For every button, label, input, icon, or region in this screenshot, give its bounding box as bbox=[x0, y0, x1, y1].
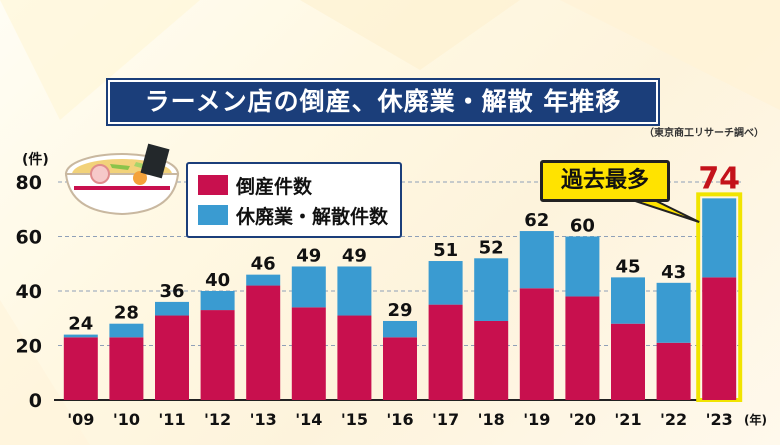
bar-bankruptcy bbox=[63, 337, 98, 400]
total-label: 49 bbox=[342, 245, 367, 266]
total-label: 24 bbox=[68, 314, 93, 335]
bar-bankruptcy bbox=[155, 315, 189, 400]
legend-label-bankruptcy: 倒産件数 bbox=[236, 175, 313, 198]
bar-bankruptcy bbox=[428, 304, 463, 400]
total-label: 60 bbox=[570, 216, 595, 237]
y-tick-label: 80 bbox=[16, 172, 42, 194]
x-tick-label: '23 bbox=[706, 410, 733, 429]
record-high-callout: 過去最多 bbox=[540, 160, 670, 202]
bar-bankruptcy bbox=[702, 277, 737, 400]
y-tick-label: 0 bbox=[29, 390, 42, 412]
bar-closure bbox=[474, 258, 509, 321]
ramen-bowl-icon bbox=[64, 143, 180, 216]
x-tick-label: '21 bbox=[614, 410, 641, 429]
total-label: 28 bbox=[114, 303, 139, 324]
bar-bankruptcy bbox=[383, 337, 417, 400]
legend-item-bankruptcy: 倒産件数 bbox=[198, 172, 312, 198]
chart-title: ラーメン店の倒産、休廃業・解散 年推移 bbox=[108, 80, 658, 124]
legend-swatch-bankruptcy bbox=[198, 175, 228, 195]
legend-swatch-closure bbox=[198, 205, 228, 225]
total-label: 36 bbox=[159, 281, 184, 302]
x-tick-label: '19 bbox=[523, 410, 550, 429]
bar-closure bbox=[109, 323, 144, 338]
x-tick-label: '14 bbox=[295, 410, 322, 429]
bar-bankruptcy bbox=[656, 342, 691, 400]
bar-bankruptcy bbox=[291, 307, 326, 400]
total-label: 52 bbox=[479, 237, 504, 258]
bar-closure bbox=[155, 301, 189, 316]
bar-bankruptcy bbox=[246, 285, 281, 400]
bar-bankruptcy bbox=[109, 337, 144, 400]
x-tick-label: '16 bbox=[386, 410, 413, 429]
total-label: 74 bbox=[698, 161, 740, 196]
x-tick-label: '15 bbox=[341, 410, 368, 429]
y-tick-label: 40 bbox=[16, 281, 42, 303]
total-label: 51 bbox=[433, 240, 458, 261]
x-axis-unit: (年) bbox=[744, 412, 767, 427]
bar-closure bbox=[63, 334, 98, 338]
x-tick-label: '12 bbox=[204, 410, 231, 429]
bar-closure bbox=[337, 266, 372, 316]
bar-closure bbox=[702, 198, 737, 278]
total-label: 40 bbox=[205, 270, 230, 291]
bar-bankruptcy bbox=[337, 315, 372, 400]
x-tick-label: '13 bbox=[250, 410, 277, 429]
legend-item-closure: 休廃業・解散件数 bbox=[198, 202, 388, 228]
legend-label-closure: 休廃業・解散件数 bbox=[236, 205, 389, 228]
bar-bankruptcy bbox=[565, 296, 600, 400]
total-label: 46 bbox=[251, 254, 276, 275]
bar-bankruptcy bbox=[519, 288, 554, 400]
chart-legend: 倒産件数 休廃業・解散件数 bbox=[186, 162, 402, 238]
total-label: 62 bbox=[524, 210, 549, 231]
x-tick-label: '18 bbox=[478, 410, 505, 429]
bar-bankruptcy bbox=[200, 310, 235, 400]
y-axis-unit: (件) bbox=[22, 151, 49, 168]
total-label: 43 bbox=[661, 262, 686, 283]
bar-bankruptcy bbox=[474, 320, 509, 400]
bar-closure bbox=[246, 274, 281, 286]
x-tick-label: '17 bbox=[432, 410, 459, 429]
total-label: 45 bbox=[615, 256, 640, 277]
total-label: 29 bbox=[387, 300, 412, 321]
y-tick-label: 20 bbox=[16, 336, 42, 358]
source-note: （東京商工リサーチ調べ） bbox=[644, 128, 764, 139]
bar-closure bbox=[383, 320, 417, 338]
y-tick-label: 60 bbox=[16, 227, 42, 249]
bar-closure bbox=[656, 282, 691, 343]
x-tick-label: '22 bbox=[660, 410, 687, 429]
bar-closure bbox=[565, 236, 600, 297]
x-tick-label: '11 bbox=[158, 410, 185, 429]
bar-closure bbox=[291, 266, 326, 308]
bar-closure bbox=[428, 261, 463, 305]
bar-bankruptcy bbox=[611, 323, 645, 400]
total-label: 49 bbox=[296, 245, 321, 266]
x-tick-label: '09 bbox=[67, 410, 94, 429]
bar-closure bbox=[611, 277, 645, 324]
x-tick-label: '10 bbox=[113, 410, 140, 429]
bar-closure bbox=[519, 231, 554, 289]
bar-closure bbox=[200, 291, 235, 311]
x-tick-label: '20 bbox=[569, 410, 596, 429]
